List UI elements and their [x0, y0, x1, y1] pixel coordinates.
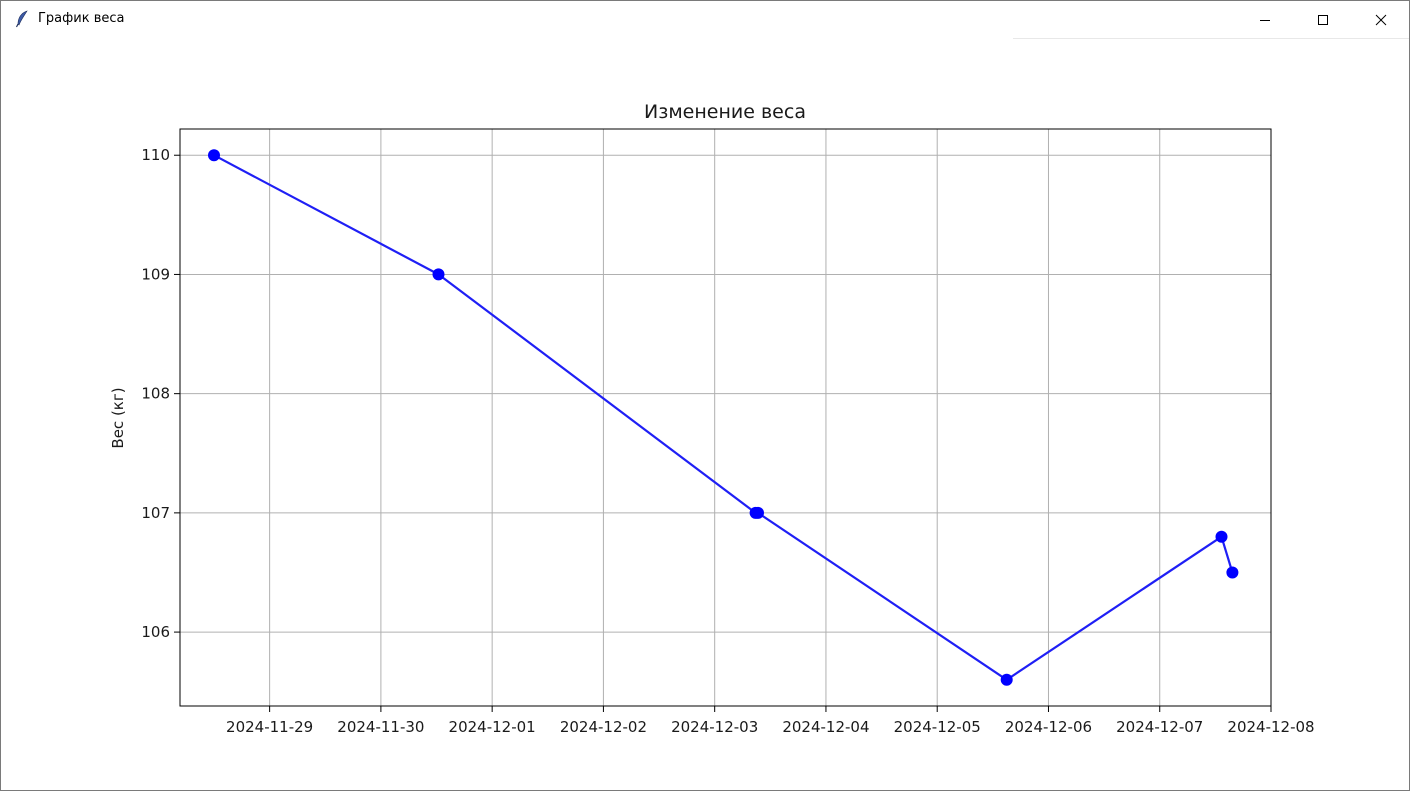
y-axis-label: Вес (кг): [109, 387, 127, 448]
minimize-button[interactable]: [1236, 1, 1294, 38]
title-bar[interactable]: График веса: [1, 1, 1409, 38]
data-point: [1226, 566, 1239, 579]
x-tick-label: 2024-12-06: [1005, 718, 1092, 736]
data-point: [208, 149, 220, 162]
y-tick-label: 106: [141, 623, 170, 641]
data-point: [1000, 673, 1013, 686]
maximize-button[interactable]: [1294, 1, 1352, 38]
minimize-icon: [1260, 19, 1270, 21]
title-bar-divider: [1013, 38, 1409, 39]
y-tick-label: 109: [141, 265, 170, 283]
data-point: [752, 506, 764, 519]
x-tick-label: 2024-12-05: [894, 718, 981, 736]
series-line: [213, 154, 1234, 681]
maximize-icon: [1318, 14, 1328, 25]
grid: [180, 129, 1272, 706]
x-tick-label: 2024-12-07: [1116, 718, 1203, 736]
close-button[interactable]: [1352, 1, 1410, 38]
weight-chart: Изменение веса 2024-11-29 2024-11-30 2024-…: [109, 101, 1315, 736]
data-point: [1215, 530, 1228, 543]
y-tick-label: 108: [141, 385, 170, 403]
x-tick-label: 2024-11-29: [226, 718, 313, 736]
y-axis: 106 107 108 109 110: [141, 146, 180, 641]
x-tick-label: 2024-12-03: [671, 718, 758, 736]
feather-icon: [15, 10, 29, 28]
x-tick-label: 2024-12-01: [449, 718, 536, 736]
x-tick-label: 2024-12-02: [560, 718, 647, 736]
data-point: [432, 268, 445, 281]
x-tick-label: 2024-11-30: [337, 718, 424, 736]
window-title: График веса: [38, 11, 125, 26]
series-markers: [208, 149, 1239, 686]
x-tick-label: 2024-12-04: [782, 718, 869, 736]
chart-title: Изменение веса: [644, 101, 806, 123]
x-tick-label: 2024-12-08: [1227, 718, 1314, 736]
y-tick-label: 107: [141, 504, 170, 522]
series-line-layer: [213, 154, 1234, 681]
plot-frame: [179, 128, 1272, 707]
y-tick-label: 110: [141, 146, 170, 164]
close-icon: [1375, 14, 1387, 25]
x-axis: 2024-11-29 2024-11-30 2024-12-01 2024-12-02…: [226, 706, 1315, 736]
chart-area: Изменение веса 2024-11-29 2024-11-30 2024-…: [1, 39, 1409, 789]
